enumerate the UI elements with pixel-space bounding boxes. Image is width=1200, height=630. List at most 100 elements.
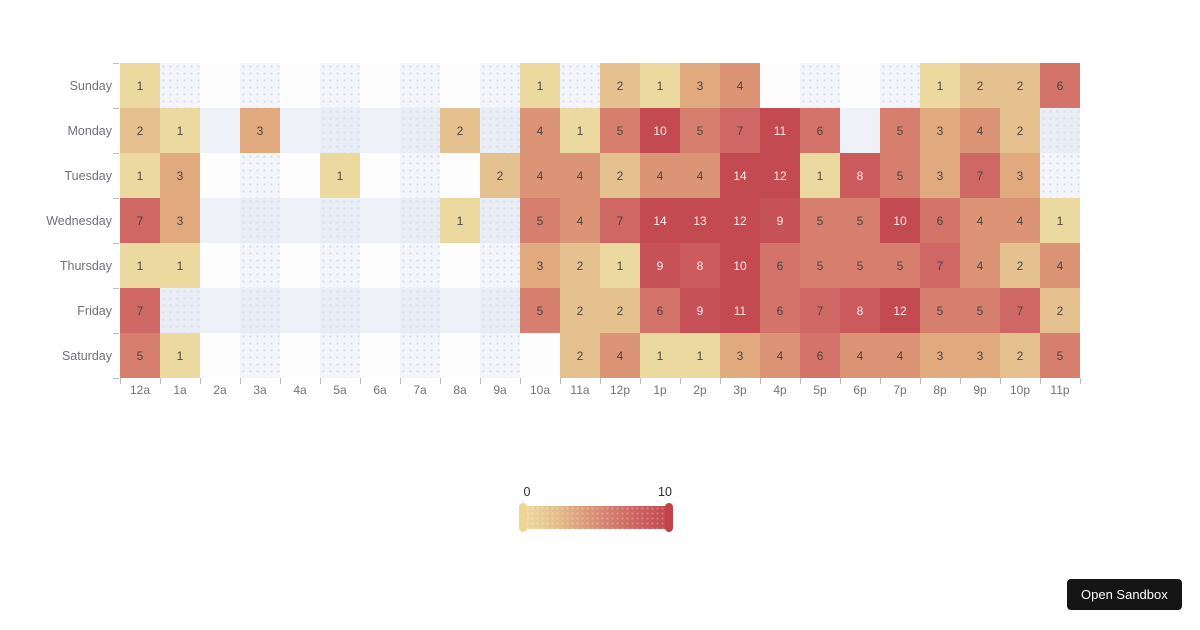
heatmap-cell[interactable]: 10 [720,243,760,288]
legend-max-handle[interactable] [665,503,673,532]
heatmap-cell[interactable]: 2 [1000,63,1040,108]
heatmap-cell[interactable]: 4 [520,153,560,198]
heatmap-cell[interactable] [840,108,880,153]
heatmap-cell[interactable]: 8 [840,153,880,198]
heatmap-cell[interactable] [200,153,240,198]
heatmap-cell[interactable] [1040,153,1080,198]
heatmap-cell[interactable] [320,243,360,288]
heatmap-cell[interactable] [280,153,320,198]
heatmap-cell[interactable]: 5 [960,288,1000,333]
heatmap-cell[interactable]: 4 [840,333,880,378]
heatmap-cell[interactable]: 7 [720,108,760,153]
heatmap-cell[interactable]: 5 [120,333,160,378]
heatmap-cell[interactable]: 4 [960,243,1000,288]
heatmap-cell[interactable] [200,63,240,108]
heatmap-cell[interactable]: 9 [760,198,800,243]
heatmap-cell[interactable]: 1 [640,333,680,378]
heatmap-cell[interactable]: 6 [800,333,840,378]
heatmap-cell[interactable]: 5 [880,153,920,198]
heatmap-cell[interactable] [280,108,320,153]
heatmap-cell[interactable]: 3 [680,63,720,108]
heatmap-cell[interactable] [240,153,280,198]
heatmap-cell[interactable] [440,63,480,108]
heatmap-cell[interactable] [280,333,320,378]
heatmap-cell[interactable]: 2 [1000,243,1040,288]
heatmap-cell[interactable] [480,198,520,243]
heatmap-cell[interactable]: 6 [920,198,960,243]
heatmap-cell[interactable]: 1 [800,153,840,198]
heatmap-cell[interactable] [320,198,360,243]
heatmap-cell[interactable] [440,243,480,288]
heatmap-cell[interactable]: 1 [160,243,200,288]
heatmap-cell[interactable]: 6 [800,108,840,153]
heatmap-cell[interactable] [320,108,360,153]
heatmap-cell[interactable] [440,288,480,333]
heatmap-cell[interactable] [360,288,400,333]
heatmap-cell[interactable]: 2 [1000,333,1040,378]
heatmap-cell[interactable]: 5 [800,243,840,288]
heatmap-cell[interactable]: 10 [880,198,920,243]
heatmap-cell[interactable]: 4 [560,153,600,198]
heatmap-cell[interactable]: 2 [440,108,480,153]
heatmap-cell[interactable] [760,63,800,108]
heatmap-cell[interactable]: 12 [720,198,760,243]
heatmap-cell[interactable]: 5 [680,108,720,153]
heatmap-cell[interactable] [360,333,400,378]
heatmap-cell[interactable]: 2 [120,108,160,153]
heatmap-cell[interactable]: 7 [120,288,160,333]
heatmap-cell[interactable]: 4 [1000,198,1040,243]
heatmap-cell[interactable]: 5 [840,243,880,288]
heatmap-cell[interactable] [360,243,400,288]
heatmap-cell[interactable] [280,198,320,243]
heatmap-cell[interactable]: 2 [480,153,520,198]
heatmap-cell[interactable]: 1 [520,63,560,108]
heatmap-cell[interactable]: 2 [560,243,600,288]
heatmap-cell[interactable] [520,333,560,378]
heatmap-cell[interactable]: 4 [880,333,920,378]
heatmap-cell[interactable]: 5 [880,108,920,153]
heatmap-cell[interactable] [200,108,240,153]
heatmap-cell[interactable]: 13 [680,198,720,243]
heatmap-cell[interactable]: 1 [320,153,360,198]
heatmap-cell[interactable]: 3 [1000,153,1040,198]
heatmap-cell[interactable]: 4 [1040,243,1080,288]
heatmap-cell[interactable] [360,198,400,243]
heatmap-cell[interactable] [160,63,200,108]
heatmap-cell[interactable]: 4 [760,333,800,378]
heatmap-cell[interactable]: 2 [560,288,600,333]
heatmap-cell[interactable] [280,288,320,333]
heatmap-cell[interactable] [480,243,520,288]
heatmap-cell[interactable]: 7 [1000,288,1040,333]
heatmap-cell[interactable] [200,333,240,378]
heatmap-cell[interactable]: 3 [920,333,960,378]
heatmap-cell[interactable]: 7 [600,198,640,243]
heatmap-cell[interactable] [280,63,320,108]
heatmap-cell[interactable] [200,288,240,333]
heatmap-cell[interactable]: 5 [520,288,560,333]
heatmap-cell[interactable] [240,288,280,333]
heatmap-cell[interactable] [400,288,440,333]
heatmap-cell[interactable] [360,153,400,198]
heatmap-cell[interactable]: 1 [920,63,960,108]
heatmap-cell[interactable] [440,153,480,198]
heatmap-cell[interactable]: 8 [680,243,720,288]
heatmap-cell[interactable] [480,288,520,333]
heatmap-cell[interactable]: 14 [720,153,760,198]
heatmap-cell[interactable] [840,63,880,108]
heatmap-cell[interactable]: 5 [880,243,920,288]
heatmap-cell[interactable]: 2 [1040,288,1080,333]
heatmap-cell[interactable]: 1 [640,63,680,108]
heatmap-cell[interactable] [240,63,280,108]
heatmap-cell[interactable] [240,333,280,378]
heatmap-cell[interactable] [480,63,520,108]
heatmap-cell[interactable] [200,198,240,243]
heatmap-cell[interactable]: 3 [520,243,560,288]
heatmap-cell[interactable]: 4 [640,153,680,198]
heatmap-cell[interactable] [240,198,280,243]
heatmap-cell[interactable]: 1 [120,243,160,288]
heatmap-cell[interactable]: 4 [680,153,720,198]
heatmap-cell[interactable]: 7 [960,153,1000,198]
heatmap-cell[interactable]: 6 [640,288,680,333]
heatmap-cell[interactable] [480,108,520,153]
heatmap-cell[interactable]: 9 [640,243,680,288]
